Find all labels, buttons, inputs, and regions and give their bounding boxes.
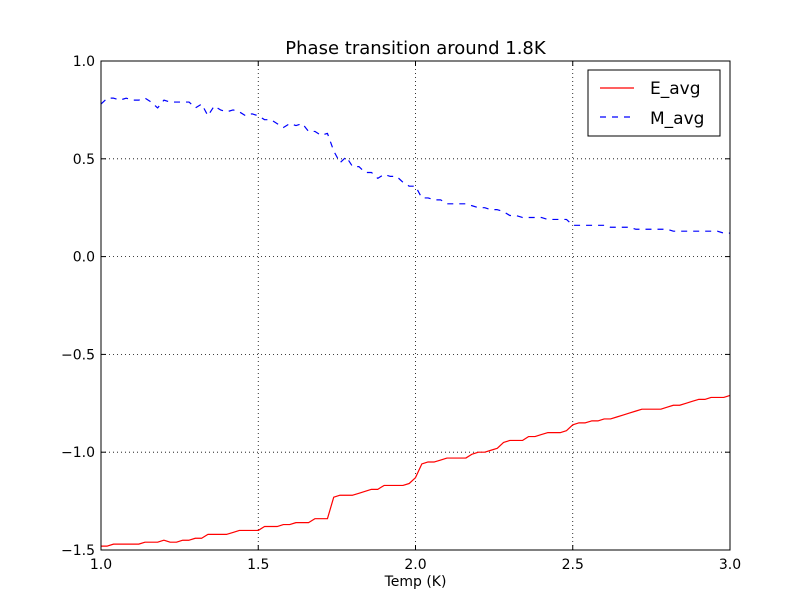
y-tick-label: −0.5 xyxy=(61,347,95,363)
series-line-e-avg xyxy=(101,394,731,547)
series-line-m-avg xyxy=(100,97,730,234)
grid xyxy=(101,61,730,550)
y-tick-label: 0.0 xyxy=(73,250,95,266)
x-tick-label: 3.0 xyxy=(719,557,741,573)
x-tick-label: 2.5 xyxy=(562,557,584,573)
y-tick-label: −1.0 xyxy=(61,445,95,461)
y-tick-label: 0.5 xyxy=(73,152,95,168)
series-layer xyxy=(100,97,731,547)
legend-label-m-avg: M_avg xyxy=(650,109,704,129)
legend-label-e-avg: E_avg xyxy=(650,79,701,99)
legend: E_avg M_avg xyxy=(587,69,721,137)
ticks: 1.0 1.5 2.0 2.5 3.0 −1.5 −1.0 −0.5 0.0 0.5 1.0 xyxy=(61,54,741,573)
chart-title: Phase transition around 1.8K xyxy=(285,38,547,59)
x-axis-label: Temp (K) xyxy=(384,574,447,590)
x-tick-label: 1.0 xyxy=(90,557,112,573)
y-tick-label: 1.0 xyxy=(73,54,95,70)
legend-box xyxy=(587,69,721,137)
x-tick-label: 1.5 xyxy=(247,557,269,573)
x-tick-label: 2.0 xyxy=(404,557,426,573)
y-tick-label: −1.5 xyxy=(61,543,95,559)
